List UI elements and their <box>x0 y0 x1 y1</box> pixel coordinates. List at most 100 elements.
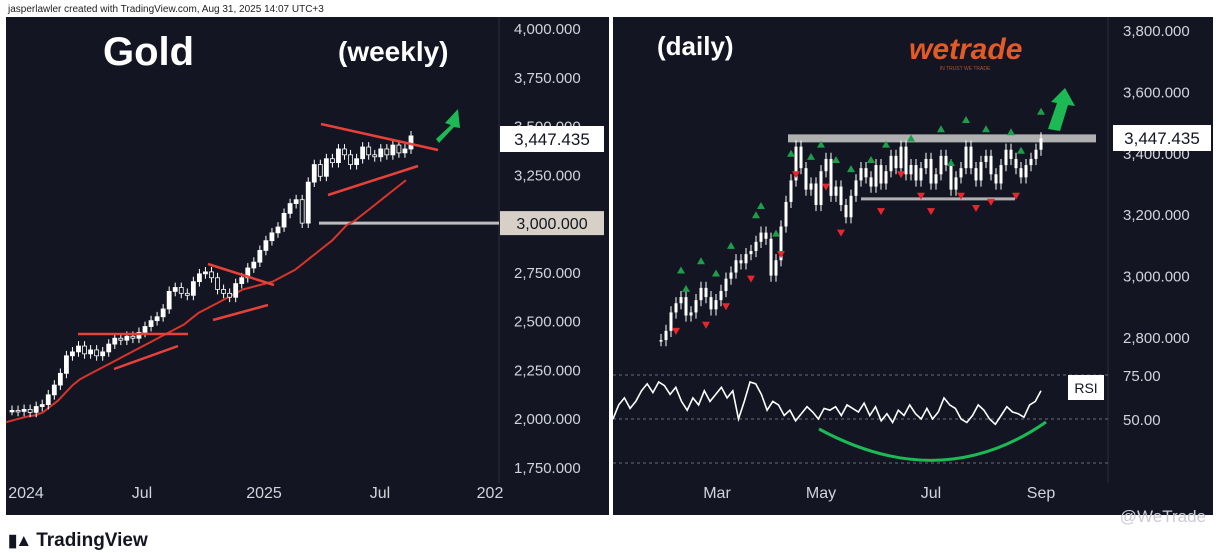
candle-body <box>779 226 783 261</box>
candle-body <box>354 158 359 165</box>
swing-high-marker <box>752 211 760 219</box>
candle-body <box>1029 158 1033 166</box>
candle-body <box>184 292 190 296</box>
candle-body <box>148 320 154 327</box>
candle-body <box>154 316 160 322</box>
candle-body <box>719 290 723 301</box>
candle-body <box>281 212 287 228</box>
candle-body <box>979 162 983 181</box>
moving-average-line <box>6 179 407 424</box>
candle-body <box>160 308 166 318</box>
candle-body <box>51 384 57 396</box>
candle-body <box>959 168 963 178</box>
candle-body <box>1019 168 1023 178</box>
candle-body <box>829 158 833 196</box>
x-tick-label: Jul <box>921 485 941 502</box>
wetrade-watermark: @WeTrade <box>1119 507 1206 526</box>
swing-low-marker <box>747 275 755 283</box>
candle-body <box>784 201 788 227</box>
candle-body <box>118 337 124 341</box>
swing-low-marker <box>957 192 965 200</box>
candle-body <box>699 287 703 301</box>
y-tick-label: 3,000.000 <box>1123 269 1190 286</box>
candle-body <box>190 281 196 296</box>
y-tick-label: 2,500.000 <box>514 314 581 331</box>
candle-body <box>789 180 793 202</box>
candle-body <box>27 409 33 413</box>
price-label: 3,447.435 <box>514 130 590 149</box>
swing-low-marker <box>917 192 925 200</box>
x-tick-label: 202 <box>477 485 504 502</box>
candle-body <box>269 232 275 242</box>
swing-high-marker <box>817 140 825 148</box>
candle-body <box>330 158 335 164</box>
tradingview-logo[interactable]: ▮▲ TradingView <box>8 530 148 552</box>
swing-high-marker <box>1037 107 1045 115</box>
swing-high-marker <box>712 269 720 277</box>
trendline-support-1 <box>113 344 179 371</box>
candle-body <box>684 297 688 316</box>
candle-body <box>799 146 803 169</box>
y-tick-label: 3,250.000 <box>514 167 581 184</box>
candle-body <box>814 183 818 205</box>
candle-body <box>714 300 718 310</box>
swing-low-marker <box>777 251 785 259</box>
candle-body <box>974 168 978 181</box>
candle-body <box>739 260 743 264</box>
rsi-label: RSI <box>1074 380 1097 396</box>
candle-body <box>669 312 673 331</box>
candle-body <box>1039 138 1043 150</box>
chart-title: Gold <box>103 30 194 74</box>
candle-body <box>390 144 396 156</box>
swing-high-marker <box>982 125 990 133</box>
candle-body <box>221 289 226 294</box>
candle-body <box>112 337 118 345</box>
candle-body <box>76 345 81 353</box>
candle-body <box>203 271 208 275</box>
candle-body <box>819 171 823 205</box>
candle-body <box>989 155 993 175</box>
candle-body <box>914 165 918 181</box>
candle-body <box>21 409 27 412</box>
candle-body <box>659 340 663 342</box>
candle-body <box>323 158 329 177</box>
candle-body <box>317 164 323 177</box>
rsi-tick-label: 50.00 <box>1123 412 1161 429</box>
price-label-box <box>1113 125 1211 151</box>
candle-body <box>849 195 853 218</box>
candle-body <box>366 146 372 156</box>
candle-body <box>899 146 903 169</box>
candle-body <box>251 261 257 269</box>
candle-body <box>689 312 693 316</box>
price-label: 3,447.435 <box>1124 129 1200 148</box>
candle-body <box>15 410 21 413</box>
swing-high-marker <box>757 201 765 209</box>
candle-body <box>88 349 93 355</box>
candle-body <box>209 271 214 279</box>
candle-body <box>257 250 263 263</box>
candle-body <box>939 155 943 175</box>
candle-body <box>724 278 728 291</box>
candle-body <box>839 186 843 205</box>
swing-high-marker <box>727 241 735 249</box>
swing-high-marker <box>772 229 780 237</box>
swing-high-marker <box>787 149 795 157</box>
chart-title: (daily) <box>657 31 734 61</box>
swing-low-marker <box>672 327 680 335</box>
candle-body <box>824 158 828 172</box>
swing-low-marker <box>987 198 995 206</box>
x-tick-label: Jul <box>132 485 152 502</box>
swing-high-marker <box>1017 146 1025 154</box>
candle-body <box>749 251 753 255</box>
swing-high-marker <box>832 155 840 163</box>
swing-high-marker <box>847 165 855 173</box>
candle-body <box>1004 149 1008 166</box>
candle-body <box>854 180 858 196</box>
candle-body <box>674 303 678 313</box>
candle-body <box>378 148 384 158</box>
candle-body <box>1014 158 1018 169</box>
y-tick-label: 3,200.000 <box>1123 207 1190 224</box>
y-tick-label: 1,750.000 <box>514 460 581 477</box>
candle-body <box>729 272 733 279</box>
candle-body <box>197 273 202 283</box>
